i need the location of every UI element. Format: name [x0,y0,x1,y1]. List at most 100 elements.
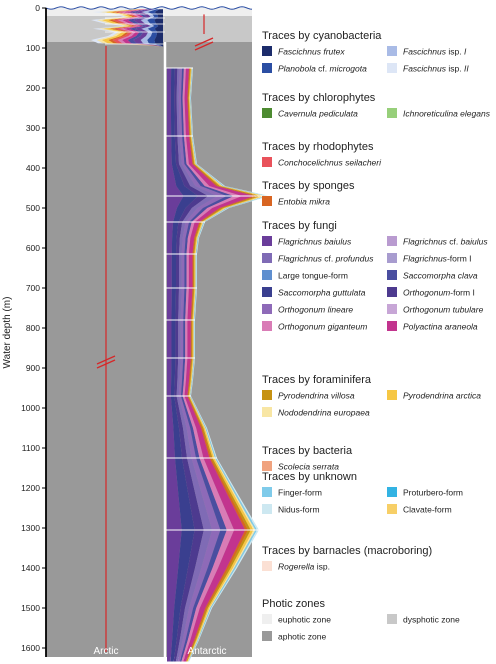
panel-label-arctic: Arctic [94,646,119,657]
legend-swatch [262,236,272,246]
antarctic-area-5 [179,68,234,662]
legend-item-label: Fascichnus isp. I [403,47,467,57]
sample-lines [105,13,270,663]
legend-item-label: Conchocelichnus seilacheri [278,158,382,168]
legend-swatch [262,390,272,400]
legend-swatch [262,487,272,497]
legend-item-label: Ichnoreticulina elegans [403,109,491,119]
legend-swatch [262,407,272,417]
legend-swatch [262,631,272,641]
y-tick-label: 1100 [22,443,41,453]
depth-axis: 0 100 200 300 400 500 600 700 800 900 1000 1100 1200… [2,3,47,657]
legend-swatch [262,614,272,624]
legend-item-label: euphotic zone [278,615,331,625]
legend-swatch [387,253,397,263]
legend: Traces by cyanobacteria Fascichnus frutex… [262,30,491,642]
legend-item-label: dysphotic zone [403,615,460,625]
legend-swatch [262,108,272,118]
legend-swatch [262,287,272,297]
legend-item-label: Flagrichnus baiulus [278,237,352,247]
legend-group-title: Traces by foraminifera [262,374,372,386]
legend-group-title: Traces by cyanobacteria [262,30,382,42]
y-tick-label: 400 [26,163,40,173]
legend-swatch [387,614,397,624]
legend-swatch [387,504,397,514]
legend-swatch [387,304,397,314]
legend-item-label: Pyrodendrina arctica [403,391,481,401]
arctic-area-8 [108,9,161,47]
antarctic-area-0 [167,68,184,662]
y-tick-label: 1500 [21,603,40,613]
legend-item-label: Saccomorpha guttulata [278,288,366,298]
legend-group-title: Photic zones [262,598,325,610]
y-axis-label: Water depth (m) [2,297,13,369]
legend-item-label: aphotic zone [278,632,326,642]
legend-item-label: Finger-form [278,488,322,498]
arctic-area-6 [117,9,161,47]
legend-item-label: Planobola cf. microgota [278,64,367,74]
legend-item-label: Entobia mikra [278,197,330,207]
legend-swatch [262,461,272,471]
antarctic-area-2 [173,68,209,662]
y-tick-label: 1200 [21,483,40,493]
y-tick-label: 1600 [21,643,40,653]
arctic-area-11 [91,9,160,47]
y-tick-label: 700 [26,283,40,293]
arctic-area-10 [96,9,160,47]
arctic-area-4 [127,9,162,47]
legend-item-label: Orthogonum lineare [278,305,353,315]
legend-item-label: Polyactina araneola [403,322,478,332]
legend-group-title: Traces by chlorophytes [262,92,376,104]
legend-swatch [262,561,272,571]
legend-item-label: Pyrodendrina villosa [278,391,355,401]
legend-swatch [387,321,397,331]
legend-swatch [387,390,397,400]
y-tick-label: 0 [35,3,40,13]
legend-group-title: Traces by bacteria [262,445,353,457]
legend-swatch [262,63,272,73]
panel-label-antarctic: Antarctic [188,646,227,657]
y-tick-label: 300 [26,123,40,133]
legend-item-label: Proturbero-form [403,488,463,498]
arctic-surface-wave [45,0,253,10]
legend-item-label: Scolecia serrata [278,462,339,472]
legend-item-label: Orthogonum tubulare [403,305,484,315]
antarctic-area-4 [177,68,227,662]
arctic-trace-areas [91,9,163,47]
legend-swatch [262,253,272,263]
legend-item-label: Fascichnus isp. II [403,64,469,74]
antarctic-axis-break-b [194,41,214,51]
legend-swatch [387,46,397,56]
arctic-area-9 [101,9,160,47]
antarctic-area-1 [170,68,198,662]
arctic-area-2 [140,9,163,47]
arctic-area-5 [121,9,162,47]
legend-item-label: Cavernula pediculata [278,109,358,119]
y-tick-label: 900 [26,363,40,373]
legend-group-title: Traces by unknown [262,471,357,483]
arctic-axis-break-a [96,355,116,365]
legend-item-label: Flagrichnus cf. baiulus [403,237,488,247]
y-tick-label: 1000 [21,403,40,413]
legend-swatch [387,108,397,118]
arctic-area-7 [112,9,161,47]
legend-item-label: Saccomorpha clava [403,271,478,281]
legend-swatch [262,157,272,167]
antarctic-trace-areas [167,68,270,662]
y-tick-label: 800 [26,323,40,333]
legend-item-label: Rogerella isp. [278,562,330,572]
legend-item-label: Orthogonum-form I [403,288,475,298]
legend-swatch [387,236,397,246]
legend-swatch [262,304,272,314]
legend-swatch [387,487,397,497]
legend-swatch [387,270,397,280]
legend-swatch [262,504,272,514]
y-tick-label: 200 [26,83,40,93]
arctic-area-1 [147,9,163,47]
arctic-axis-break-b [96,359,116,369]
y-tick-label: 1300 [21,523,40,533]
legend-group-title: Traces by barnacles (macroboring) [262,545,432,557]
panel-labels: Arctic Antarctic [94,646,227,657]
legend-swatch [387,63,397,73]
